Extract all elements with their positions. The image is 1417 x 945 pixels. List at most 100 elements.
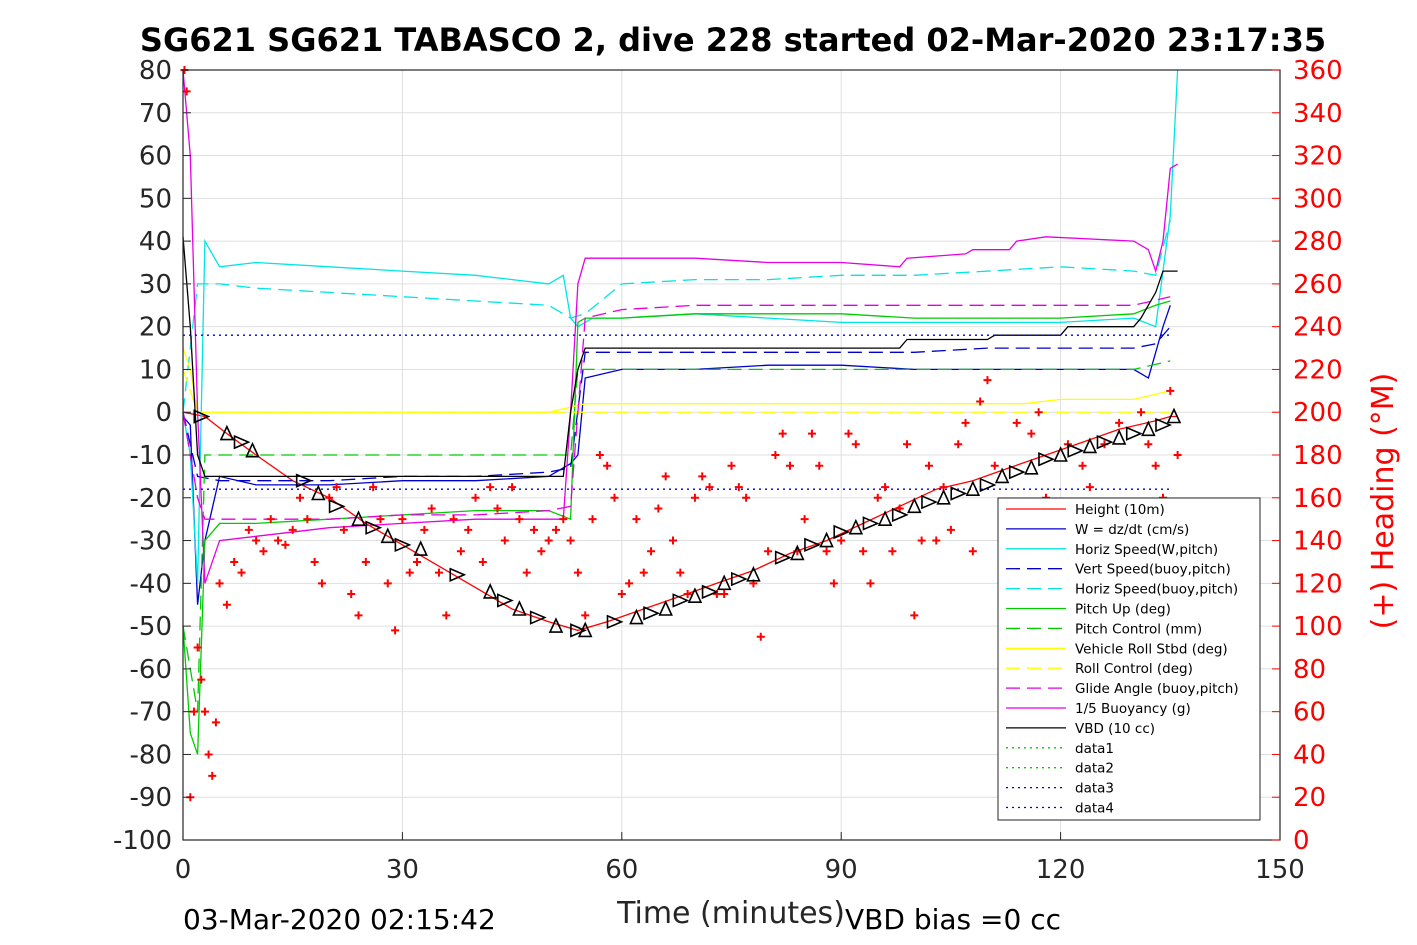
y-tick-label: 10 xyxy=(139,355,172,385)
y-tick-label: -80 xyxy=(130,740,172,770)
triangle-marker xyxy=(965,480,981,497)
triangle-marker xyxy=(413,540,428,556)
heading-point xyxy=(208,771,217,780)
y-tick-label: 30 xyxy=(139,270,172,300)
heading-point xyxy=(1078,461,1087,470)
heading-point xyxy=(698,472,707,481)
heading-point xyxy=(259,547,268,556)
triangle-marker xyxy=(994,467,1010,484)
heading-point xyxy=(464,525,473,534)
heading-point xyxy=(508,483,517,492)
y-tick-label: -30 xyxy=(130,527,172,557)
heading-point xyxy=(976,397,985,406)
heading-point xyxy=(244,525,253,534)
ticks-layer: 0 30 60 90 120 15080706050403020100-10-20-30-… xyxy=(113,56,1343,885)
heading-point xyxy=(471,493,480,502)
triangle-marker xyxy=(482,582,498,599)
y2-tick-label: 340 xyxy=(1293,99,1343,129)
triangle-marker xyxy=(936,488,951,505)
y2-tick-label: 120 xyxy=(1293,569,1343,599)
legend-label: Pitch Control (mm) xyxy=(1075,621,1202,637)
y2-tick-label: 60 xyxy=(1293,698,1326,728)
heading-point xyxy=(1173,451,1182,459)
heading-point xyxy=(1115,418,1124,427)
triangle-marker xyxy=(394,537,412,553)
triangle-marker xyxy=(862,516,880,531)
triangle-marker xyxy=(731,571,748,587)
legend-label: Horiz Speed(buoy,pitch) xyxy=(1075,582,1238,598)
legend-label: Roll Control (deg) xyxy=(1075,661,1193,677)
heading-point xyxy=(727,461,736,470)
heading-point xyxy=(537,547,546,556)
heading-point xyxy=(690,493,699,502)
heading-point xyxy=(332,483,341,492)
triangle-marker xyxy=(907,497,922,514)
heading-point xyxy=(851,440,860,449)
heading-point xyxy=(1151,461,1160,470)
heading-point xyxy=(456,547,465,556)
heading-point xyxy=(376,515,385,524)
series-line-10 xyxy=(182,69,1178,584)
heading-point xyxy=(515,515,524,524)
y-tick-label: 0 xyxy=(155,398,172,428)
triangle-marker xyxy=(233,434,251,450)
triangle-marker xyxy=(1082,437,1098,454)
heading-point xyxy=(442,611,451,620)
x-axis-label: Time (minutes) xyxy=(616,896,845,931)
y2-tick-label: 360 xyxy=(1293,56,1343,86)
y-tick-label: -100 xyxy=(113,826,172,856)
legend-label: data3 xyxy=(1075,781,1114,797)
legend-label: data1 xyxy=(1075,741,1114,757)
heading-point xyxy=(968,547,977,556)
triangle-marker xyxy=(1096,434,1114,450)
legend-label: W = dz/dt (cm/s) xyxy=(1075,522,1189,538)
triangle-marker xyxy=(1141,420,1156,437)
heading-point xyxy=(683,590,692,599)
heading-point xyxy=(617,590,626,599)
triangle-marker xyxy=(819,531,834,548)
heading-point xyxy=(903,440,912,449)
triangle-marker xyxy=(351,510,366,526)
heading-point xyxy=(800,515,809,524)
heading-point xyxy=(881,483,890,492)
heading-point xyxy=(639,568,648,577)
series-line-9 xyxy=(182,296,1171,520)
heading-point xyxy=(559,515,568,524)
heading-point xyxy=(742,493,751,502)
heading-point xyxy=(573,568,582,577)
heading-point xyxy=(917,536,926,545)
triangle-marker xyxy=(529,610,547,625)
heading-point xyxy=(493,504,502,513)
heading-point xyxy=(859,547,868,556)
heading-point xyxy=(954,440,963,449)
legend-label: Vehicle Roll Stbd (deg) xyxy=(1075,641,1228,657)
triangle-marker xyxy=(496,593,514,608)
y2-tick-label: 320 xyxy=(1293,142,1343,172)
heading-point xyxy=(1027,429,1036,438)
heading-point xyxy=(786,461,795,470)
heading-point xyxy=(603,461,612,470)
y2-tick-label: 300 xyxy=(1293,184,1343,214)
heading-point xyxy=(595,451,604,459)
footer-timestamp: 03-Mar-2020 02:15:42 xyxy=(183,903,496,936)
series-line-11 xyxy=(182,236,1178,478)
heading-point xyxy=(1034,408,1043,417)
y-tick-label: 70 xyxy=(139,99,172,129)
triangle-marker xyxy=(219,424,235,441)
heading-point xyxy=(946,525,955,534)
y2-tick-label: 100 xyxy=(1293,612,1343,642)
heading-point xyxy=(588,515,597,524)
triangle-marker xyxy=(804,537,821,553)
heading-point xyxy=(237,568,246,577)
heading-point xyxy=(910,611,919,620)
triangle-marker xyxy=(1125,426,1143,441)
heading-point xyxy=(530,525,539,534)
heading-point xyxy=(676,568,685,577)
legend-label: data2 xyxy=(1075,761,1114,777)
triangle-marker xyxy=(629,608,644,625)
triangle-marker xyxy=(512,600,527,616)
legend-label: Horiz Speed(W,pitch) xyxy=(1075,542,1218,558)
heading-point xyxy=(1137,408,1146,417)
heading-point xyxy=(339,525,348,534)
